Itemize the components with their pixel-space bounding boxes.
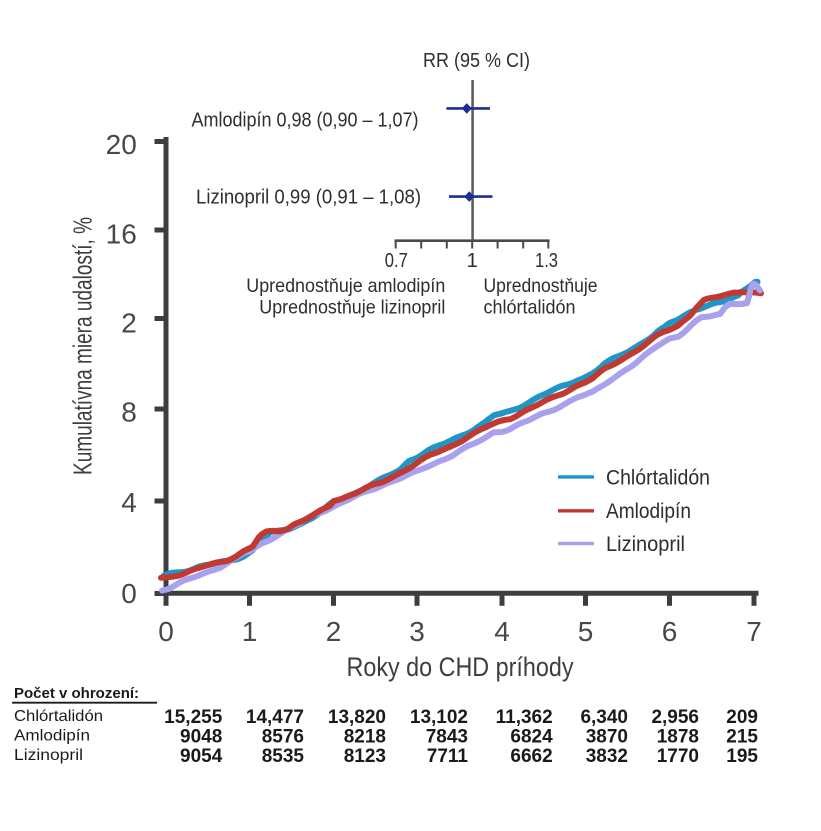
svg-text:9048: 9048 (180, 727, 222, 748)
svg-text:4: 4 (121, 487, 137, 518)
svg-text:6662: 6662 (510, 746, 552, 767)
svg-text:14,477: 14,477 (246, 707, 304, 728)
svg-text:16: 16 (106, 219, 137, 250)
svg-text:6: 6 (662, 616, 678, 647)
svg-text:1.3: 1.3 (535, 249, 558, 272)
svg-text:RR (95 % CI): RR (95 % CI) (423, 49, 530, 72)
svg-text:1878: 1878 (657, 727, 699, 748)
svg-text:9054: 9054 (180, 746, 223, 767)
svg-text:Lizinopril: Lizinopril (606, 533, 685, 556)
svg-text:Kumulatívna miera udalostí, %: Kumulatívna miera udalostí, % (68, 217, 98, 475)
svg-text:13,102: 13,102 (410, 707, 468, 728)
svg-text:1770: 1770 (657, 746, 699, 767)
svg-text:3: 3 (409, 616, 425, 647)
svg-text:8535: 8535 (262, 746, 305, 767)
svg-text:7: 7 (746, 616, 762, 647)
svg-text:20: 20 (106, 129, 137, 160)
svg-text:215: 215 (726, 727, 758, 748)
svg-text:Uprednostňuje amlodipín: Uprednostňuje amlodipín (246, 275, 445, 297)
svg-text:3870: 3870 (586, 727, 628, 748)
svg-text:Uprednostňuje lizinopril: Uprednostňuje lizinopril (259, 297, 445, 319)
svg-text:6824: 6824 (510, 727, 553, 748)
svg-text:8123: 8123 (344, 746, 386, 767)
svg-text:Chlórtalidón: Chlórtalidón (606, 466, 710, 489)
svg-text:Lizinopril: Lizinopril (14, 747, 83, 764)
svg-text:6,340: 6,340 (580, 707, 628, 728)
svg-text:0: 0 (158, 616, 174, 647)
svg-text:Chlórtalidón: Chlórtalidón (14, 708, 103, 725)
svg-text:Lizinopril 0,99 (0,91 – 1,08): Lizinopril 0,99 (0,91 – 1,08) (196, 185, 421, 208)
svg-text:13,820: 13,820 (328, 707, 386, 728)
svg-text:11,362: 11,362 (496, 707, 553, 728)
svg-text:Roky do CHD príhody: Roky do CHD príhody (347, 652, 574, 682)
svg-text:7711: 7711 (427, 746, 469, 767)
svg-text:Amlodipín: Amlodipín (606, 500, 691, 523)
svg-text:2: 2 (326, 616, 342, 647)
svg-text:15,255: 15,255 (164, 707, 223, 728)
svg-text:chlórtalidón: chlórtalidón (484, 297, 576, 319)
svg-text:0.7: 0.7 (385, 249, 408, 272)
svg-text:7843: 7843 (426, 727, 468, 748)
svg-text:195: 195 (726, 746, 758, 767)
svg-text:2: 2 (121, 308, 137, 339)
svg-text:8576: 8576 (262, 727, 304, 748)
svg-text:209: 209 (726, 707, 758, 728)
svg-text:1: 1 (466, 249, 477, 272)
svg-text:Amlodipín: Amlodipín (14, 728, 90, 745)
svg-text:8: 8 (121, 397, 137, 428)
svg-text:Počet v ohrození:: Počet v ohrození: (14, 685, 139, 702)
svg-text:1: 1 (242, 616, 258, 647)
svg-text:Amlodipín 0,98 (0,90 – 1,07): Amlodipín 0,98 (0,90 – 1,07) (192, 108, 419, 131)
svg-text:3832: 3832 (586, 746, 628, 767)
svg-text:Uprednostňuje: Uprednostňuje (484, 275, 598, 297)
svg-text:0: 0 (121, 578, 137, 609)
svg-text:8218: 8218 (344, 727, 386, 748)
svg-text:4: 4 (494, 616, 510, 647)
svg-text:2,956: 2,956 (651, 707, 699, 728)
svg-text:5: 5 (578, 616, 594, 647)
